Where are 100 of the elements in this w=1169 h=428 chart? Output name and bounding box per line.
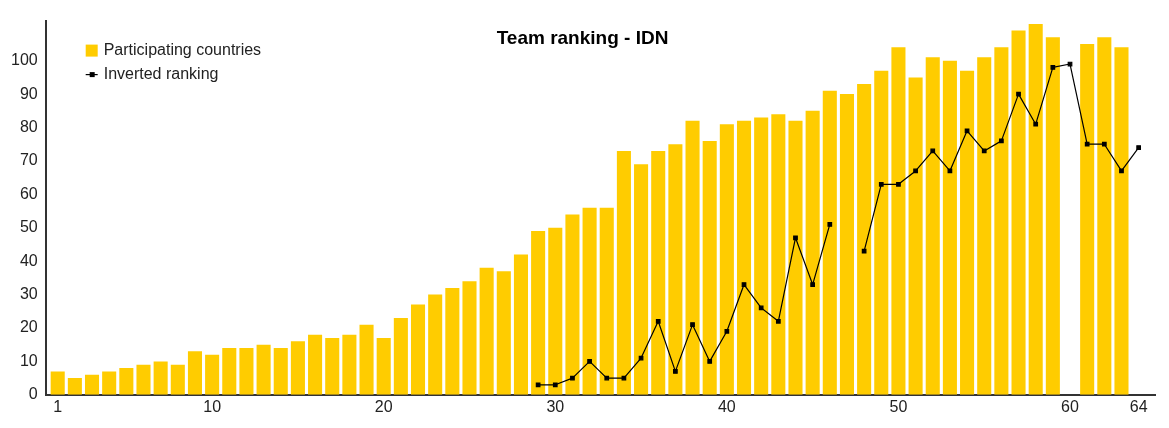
point bbox=[1050, 65, 1056, 70]
bar bbox=[548, 227, 563, 395]
bar bbox=[736, 120, 752, 395]
bar bbox=[153, 361, 168, 395]
bar bbox=[531, 231, 546, 395]
bar bbox=[393, 317, 408, 395]
y-tick-label: 0 bbox=[28, 385, 38, 403]
bar bbox=[342, 334, 357, 395]
bar bbox=[925, 57, 940, 395]
bar bbox=[960, 70, 975, 395]
bar bbox=[822, 90, 837, 395]
bar bbox=[942, 60, 957, 395]
point bbox=[1033, 121, 1039, 127]
bar bbox=[205, 354, 220, 395]
bar bbox=[256, 344, 271, 395]
point bbox=[896, 181, 901, 187]
bar bbox=[222, 348, 237, 395]
bar bbox=[1097, 37, 1112, 395]
point bbox=[690, 322, 695, 327]
bar bbox=[719, 124, 734, 395]
bar bbox=[702, 140, 717, 395]
point bbox=[673, 369, 678, 374]
bar bbox=[634, 164, 649, 395]
y-tick-label: 20 bbox=[19, 318, 38, 336]
bar bbox=[428, 294, 443, 395]
chart-title: Team ranking - IDN bbox=[496, 27, 669, 49]
bar bbox=[616, 150, 631, 395]
bar bbox=[290, 341, 305, 395]
point bbox=[552, 382, 558, 388]
y-tick-label: 40 bbox=[19, 251, 38, 269]
bar bbox=[1045, 37, 1060, 395]
bar bbox=[565, 214, 580, 395]
point bbox=[724, 328, 730, 334]
point bbox=[1119, 168, 1124, 174]
bar bbox=[1011, 30, 1026, 395]
y-tick-label: 80 bbox=[19, 117, 38, 135]
bar bbox=[50, 371, 65, 395]
bar bbox=[685, 120, 700, 395]
bar bbox=[582, 207, 597, 395]
point bbox=[981, 148, 987, 154]
bar bbox=[119, 368, 134, 395]
point bbox=[999, 138, 1004, 144]
bar bbox=[599, 207, 614, 395]
bar bbox=[325, 338, 340, 395]
bar bbox=[788, 120, 803, 395]
point bbox=[707, 359, 713, 364]
x-tick-label: 10 bbox=[203, 397, 222, 415]
bar bbox=[754, 117, 769, 395]
bar bbox=[462, 281, 477, 395]
point bbox=[947, 168, 953, 174]
point bbox=[827, 222, 833, 227]
x-tick-label: 50 bbox=[889, 397, 908, 415]
point bbox=[1136, 145, 1142, 150]
bar bbox=[908, 77, 923, 395]
bar bbox=[239, 348, 254, 395]
bar bbox=[874, 70, 889, 395]
x-tick-label: 30 bbox=[546, 397, 565, 415]
point bbox=[793, 235, 798, 241]
y-tick-label: 60 bbox=[19, 184, 38, 202]
legend-label: Inverted ranking bbox=[103, 65, 219, 83]
x-tick-label: 60 bbox=[1061, 397, 1080, 415]
bar bbox=[187, 351, 202, 395]
legend-label: Participating countries bbox=[103, 41, 262, 59]
x-tick-label: 40 bbox=[717, 397, 736, 415]
bar bbox=[1114, 47, 1129, 395]
x-tick-label: 64 bbox=[1129, 397, 1148, 415]
bar bbox=[513, 254, 528, 395]
point bbox=[741, 282, 747, 287]
bar bbox=[857, 84, 872, 395]
point bbox=[604, 375, 610, 381]
bar bbox=[410, 304, 426, 395]
point bbox=[535, 382, 541, 388]
bar bbox=[496, 271, 511, 395]
bar bbox=[376, 338, 391, 395]
y-tick-label: 90 bbox=[19, 84, 38, 102]
bar bbox=[805, 110, 820, 395]
bar bbox=[994, 47, 1009, 395]
y-tick-label: 10 bbox=[19, 351, 38, 369]
bar bbox=[67, 378, 82, 395]
point bbox=[861, 248, 867, 254]
bar bbox=[445, 287, 460, 395]
point bbox=[775, 318, 781, 324]
point bbox=[1101, 141, 1107, 147]
y-tick-label: 70 bbox=[19, 151, 38, 169]
bar bbox=[479, 267, 494, 395]
point bbox=[758, 305, 764, 311]
y-tick-label: 30 bbox=[19, 284, 38, 302]
x-tick-label: 20 bbox=[374, 397, 393, 415]
bar bbox=[651, 150, 666, 395]
bar bbox=[102, 371, 117, 395]
bar bbox=[136, 364, 151, 395]
bar bbox=[84, 374, 100, 395]
point bbox=[1084, 141, 1090, 147]
point bbox=[655, 318, 661, 324]
point bbox=[1016, 91, 1021, 97]
bar bbox=[1028, 23, 1043, 395]
point bbox=[621, 375, 627, 381]
bar bbox=[170, 364, 185, 395]
point bbox=[964, 128, 970, 134]
bar bbox=[308, 334, 323, 395]
